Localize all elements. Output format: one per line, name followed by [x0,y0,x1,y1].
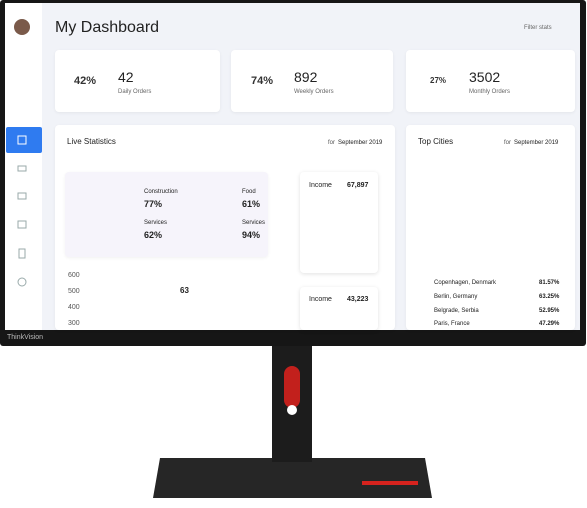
stat-label: Daily Orders [118,89,152,95]
income-label: Income [309,182,332,189]
city-value: 52.95% [539,308,560,314]
stat-percent: 42% [74,75,97,87]
stat-percent: 27% [430,76,447,85]
stand-hole [287,405,297,415]
income-value: 43,223 [347,296,369,303]
stat-value: 3502 [469,69,501,85]
stat-value: 42 [118,69,134,85]
rings-panel [65,172,268,257]
axis-label: 300 [68,320,80,327]
stat-card [231,50,393,112]
page-title: My Dashboard [55,19,160,36]
stat-card [55,50,220,112]
ring-name: Food [242,189,256,195]
income-label: Income [309,296,332,303]
stat-card [406,50,575,112]
city-name: Paris, France [434,321,470,327]
ring-value: 77% [144,199,163,209]
city-value: 81.57% [539,280,560,286]
city-name: Berlin, Germany [434,294,478,300]
axis-label: 600 [68,272,80,279]
filter-button[interactable]: Filter stats [524,25,552,31]
ring-value: 62% [144,230,163,240]
card-title: Live Statistics [67,137,116,146]
sidebar-active[interactable] [6,127,42,153]
city-value: 63.25% [539,294,560,300]
ring-name: Construction [144,189,178,195]
stand-base [153,458,432,498]
sidebar-icons [17,135,27,287]
period-prefix: for [328,140,336,146]
income-card [300,287,378,330]
cities-card [406,125,575,330]
period-prefix: for [504,140,512,146]
cable-hole [284,366,300,408]
axis-label: 400 [68,304,80,311]
income-value: 67,897 [347,182,369,189]
ring-name: Services [242,220,266,226]
city-name: Copenhagen, Denmark [434,280,497,286]
stat-value: 892 [294,69,318,85]
ring-value: 94% [242,230,261,240]
avatar [14,19,30,35]
stat-percent: 74% [251,75,274,87]
ring-value: 61% [242,199,261,209]
point-label: 63 [180,286,189,295]
brand-logo: ThinkVision [7,334,44,341]
card-title: Top Cities [418,137,454,146]
ring-name: Services [144,220,168,226]
axis-label: 500 [68,288,80,295]
city-name: Belgrade, Serbia [434,308,479,314]
stat-label: Weekly Orders [294,89,334,95]
stat-label: Monthly Orders [469,89,511,95]
city-value: 47.29% [539,321,560,327]
period-select[interactable]: September 2019 [338,140,383,146]
period-select[interactable]: September 2019 [514,140,559,146]
base-accent [362,481,418,485]
